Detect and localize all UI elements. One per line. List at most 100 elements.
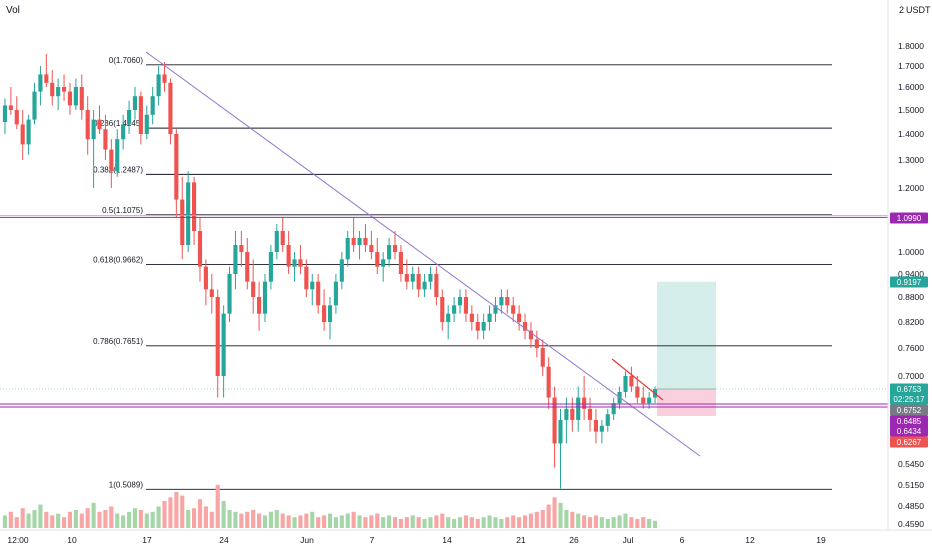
volume-bar-16 xyxy=(97,511,102,528)
volume-bar-40 xyxy=(239,513,244,528)
candle-body-73 xyxy=(434,274,439,297)
candle-body-106 xyxy=(629,376,634,387)
price-tick-5: 1.3000 xyxy=(898,155,924,165)
candle-body-102 xyxy=(605,414,610,426)
volume-bar-8 xyxy=(50,515,55,528)
candle-body-39 xyxy=(233,245,238,274)
volume-bar-82 xyxy=(487,515,492,528)
time-axis[interactable]: 12:00 10 17 24 Jun 7 14 21 26 Jul 6 12 19 xyxy=(0,529,932,545)
volume-bar-2 xyxy=(14,517,19,528)
candle-body-76 xyxy=(452,305,457,314)
candle-body-38 xyxy=(227,274,232,314)
volume-bar-39 xyxy=(233,511,238,528)
candle-body-70 xyxy=(416,274,421,290)
candle-body-12 xyxy=(73,87,78,106)
volume-bar-17 xyxy=(103,510,108,528)
fib-level-label-1: 0.236(1.4245) xyxy=(93,119,143,128)
price-tag-bg-6 xyxy=(890,425,928,437)
candle-body-15 xyxy=(91,119,96,140)
candle-body-51 xyxy=(304,266,309,290)
price-tick-6: 1.2000 xyxy=(898,183,924,193)
price-tick-15: 0.4850 xyxy=(898,501,924,511)
price-candles xyxy=(2,54,658,489)
volume-bar-60 xyxy=(357,515,362,528)
candle-body-90 xyxy=(534,339,539,348)
volume-bar-68 xyxy=(404,517,409,528)
candle-body-23 xyxy=(138,96,143,134)
candle-body-74 xyxy=(440,297,445,322)
volume-bar-50 xyxy=(298,515,303,528)
volume-bar-5 xyxy=(32,510,37,528)
volume-bar-110 xyxy=(652,520,658,528)
price-tag-1: 0.9197 xyxy=(897,278,922,287)
volume-indicator-label[interactable]: Vol xyxy=(6,5,20,16)
candle-body-44 xyxy=(262,281,268,314)
candle-body-27 xyxy=(162,74,167,83)
volume-bar-65 xyxy=(387,515,392,528)
fibonacci-levels[interactable]: 0(1.7060)0.236(1.4245)0.382(1.2487)0.5(1… xyxy=(93,56,832,490)
volume-bar-49 xyxy=(292,517,297,528)
volume-bar-93 xyxy=(552,497,557,528)
price-tick-0: 1.8000 xyxy=(898,41,924,51)
candle-body-62 xyxy=(369,245,374,252)
price-axis[interactable]: 1.8000 1.7000 1.6000 1.5000 1.4000 1.3000 1.20… xyxy=(887,0,924,530)
price-tag-5: 0.6485 xyxy=(897,417,922,426)
volume-bar-78 xyxy=(463,515,468,528)
trend-drawings[interactable] xyxy=(0,51,888,457)
time-tick-1: 10 xyxy=(67,535,77,545)
candle-body-78 xyxy=(463,297,468,314)
candle-body-77 xyxy=(457,297,463,306)
volume-bar-31 xyxy=(186,510,191,528)
candle-body-9 xyxy=(56,87,61,97)
time-tick-10: 6 xyxy=(680,535,685,545)
volume-bar-37 xyxy=(221,501,226,528)
currency-label[interactable]: USDT xyxy=(906,5,931,15)
volume-bar-61 xyxy=(363,517,368,528)
candle-body-22 xyxy=(132,96,138,110)
candle-body-52 xyxy=(310,281,315,290)
price-tick-13: 0.5450 xyxy=(898,459,924,469)
volume-bar-18 xyxy=(109,506,114,528)
price-tick-10: 0.8200 xyxy=(898,317,924,327)
volume-bar-26 xyxy=(156,506,161,528)
candle-body-49 xyxy=(292,259,297,267)
price-tag-2: 0.6753 xyxy=(897,385,922,394)
candle-body-68 xyxy=(404,274,409,282)
candle-body-65 xyxy=(387,245,392,260)
volume-bar-47 xyxy=(280,513,285,528)
candle-body-37 xyxy=(221,313,226,376)
price-tick-7: 1.0000 xyxy=(898,247,924,257)
candle-body-72 xyxy=(428,274,433,282)
stop-zone xyxy=(657,389,716,416)
price-tag-bg-3 xyxy=(890,393,928,405)
volume-bar-43 xyxy=(257,513,262,528)
candle-body-28 xyxy=(168,82,173,134)
fib-level-label-6: 1(0.5089) xyxy=(109,480,144,489)
time-tick-6: 14 xyxy=(442,535,452,545)
candle-body-97 xyxy=(576,397,581,420)
volume-bar-105 xyxy=(623,513,628,528)
volume-bar-44 xyxy=(262,515,268,528)
fib-level-label-5: 0.786(0.7651) xyxy=(93,337,143,346)
volume-bar-45 xyxy=(268,511,273,528)
candle-body-31 xyxy=(186,182,191,245)
candle-body-93 xyxy=(552,397,557,444)
candle-body-4 xyxy=(26,119,31,145)
candle-body-50 xyxy=(298,259,303,267)
candle-body-58 xyxy=(345,238,350,260)
candle-body-108 xyxy=(641,397,646,404)
candle-body-41 xyxy=(245,252,250,282)
time-tick-7: 21 xyxy=(516,535,526,545)
candle-body-82 xyxy=(487,313,492,322)
candle-body-45 xyxy=(268,252,273,282)
volume-bar-54 xyxy=(322,515,327,528)
candle-body-7 xyxy=(44,74,49,83)
time-tick-11: 12 xyxy=(745,535,755,545)
candle-body-83 xyxy=(493,305,498,314)
target-zone xyxy=(657,281,716,389)
candle-body-86 xyxy=(511,305,516,314)
price-tag-3: 02:25:17 xyxy=(893,395,925,404)
candle-body-81 xyxy=(481,322,486,331)
